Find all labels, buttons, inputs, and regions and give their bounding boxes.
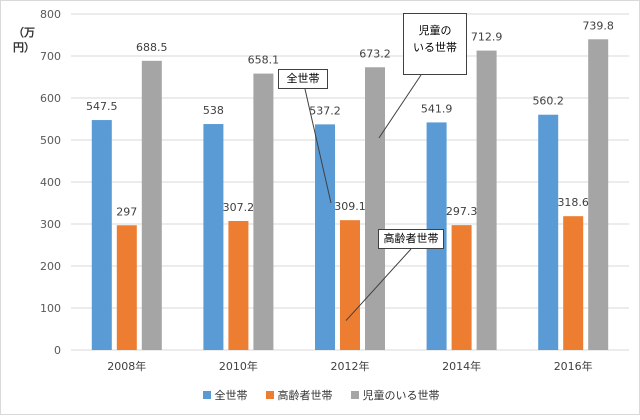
data-label: 712.9 — [471, 31, 503, 44]
bar-1-1 — [228, 220, 249, 350]
gridlines — [71, 13, 629, 351]
leader-line-all-households — [304, 88, 332, 204]
y-tick-label: 500 — [40, 134, 61, 147]
bar-1-2 — [340, 220, 360, 350]
x-tick-label: 2010年 — [219, 359, 258, 373]
bar-1-4 — [563, 216, 584, 350]
bar-1-0 — [116, 225, 137, 350]
data-label: 537.2 — [309, 104, 341, 117]
data-label: 658.1 — [248, 54, 280, 67]
y-axis-label: （万円） — [13, 26, 35, 54]
callout-all-households: 全世帯 — [278, 69, 328, 89]
legend-item-households-with-children: 児童のいる世帯 — [350, 387, 440, 403]
bar-0-2 — [315, 124, 335, 350]
data-label: 739.8 — [582, 19, 614, 32]
y-tick-label: 600 — [40, 92, 61, 105]
x-tick-label: 2014年 — [442, 359, 481, 373]
legend: 全世帯 高齢者世帯 児童のいる世帯 — [1, 387, 640, 403]
bar-0-4 — [538, 114, 559, 350]
x-axis-ticks: 2008年 2010年 2012年 2014年 2016年 — [107, 359, 592, 373]
leader-line-elderly-households — [345, 248, 412, 321]
data-labels: 547.5 297 688.5 538 307.2 658.1 537.2 309.1 673.… — [86, 19, 614, 218]
callout-leader-lines — [304, 74, 422, 321]
bar-2-0 — [141, 60, 162, 351]
callout-all-households-text: 全世帯 — [286, 72, 320, 85]
callout-elderly-households: 高齢者世帯 — [378, 229, 444, 249]
legend-label-elderly-households: 高齢者世帯 — [277, 389, 333, 402]
bar-0-1 — [203, 124, 224, 350]
x-tick-label: 2016年 — [554, 359, 593, 373]
y-tick-label: 200 — [40, 260, 61, 273]
data-label: 688.5 — [136, 41, 168, 54]
callout-households-with-children-line2: いる世帯 — [413, 41, 457, 54]
callout-households-with-children: 児童の いる世帯 — [403, 13, 467, 75]
legend-item-all-households: 全世帯 — [202, 387, 248, 403]
y-axis-ticks: 0 100 200 300 400 500 600 700 800 — [40, 8, 61, 357]
bars — [91, 39, 609, 351]
legend-item-elderly-households: 高齢者世帯 — [265, 387, 333, 403]
callout-households-with-children-line1: 児童の — [418, 24, 452, 37]
data-label: 547.5 — [86, 100, 118, 113]
y-tick-label: 400 — [40, 176, 61, 189]
bar-2-4 — [588, 39, 609, 351]
leader-line-households-with-children — [378, 74, 422, 139]
callout-elderly-households-text: 高齢者世帯 — [383, 232, 439, 245]
legend-swatch-all-households — [202, 391, 211, 399]
data-label: 307.2 — [223, 201, 255, 214]
data-label: 297.3 — [446, 205, 478, 218]
data-label: 673.2 — [359, 47, 391, 60]
bar-0-0 — [91, 120, 112, 350]
y-tick-label: 300 — [40, 218, 61, 231]
y-tick-label: 100 — [40, 302, 61, 315]
legend-label-all-households: 全世帯 — [214, 389, 248, 402]
bar-2-3 — [476, 50, 497, 350]
legend-swatch-households-with-children — [350, 391, 359, 399]
data-label: 309.1 — [334, 200, 366, 213]
legend-swatch-elderly-households — [265, 391, 274, 399]
x-tick-label: 2012年 — [331, 359, 370, 373]
x-tick-label: 2008年 — [107, 359, 146, 373]
data-label: 541.9 — [421, 102, 453, 115]
y-tick-label: 0 — [54, 344, 61, 357]
data-label: 297 — [116, 205, 137, 218]
bar-2-1 — [253, 73, 274, 351]
y-tick-label: 700 — [40, 50, 61, 63]
data-label: 318.6 — [557, 196, 589, 209]
data-label: 538 — [203, 104, 224, 117]
y-tick-label: 800 — [40, 8, 61, 21]
legend-label-households-with-children: 児童のいる世帯 — [362, 389, 440, 402]
data-label: 560.2 — [532, 95, 564, 108]
bar-2-2 — [365, 67, 385, 351]
bar-1-3 — [451, 225, 472, 350]
